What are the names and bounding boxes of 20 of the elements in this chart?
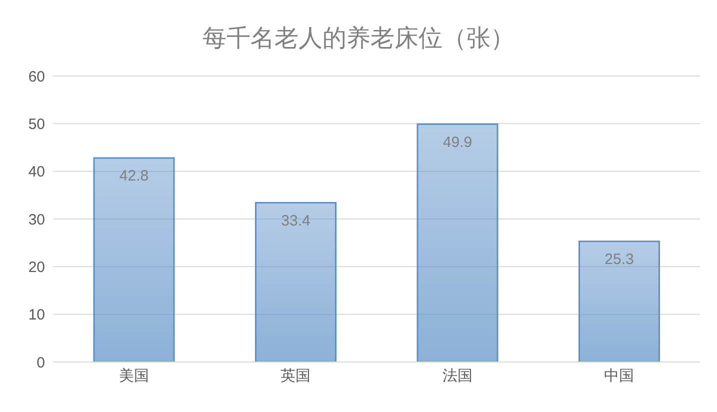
bar [416,123,498,362]
x-tick-label: 美国 [118,368,149,385]
y-tick-label: 10 [28,306,45,324]
data-label: 33.4 [281,212,310,230]
x-tick-label: 中国 [604,368,634,385]
y-tick-label: 40 [28,164,45,181]
bar [255,202,336,362]
chart-title: 每千名老人的养老床位（张） [202,24,516,54]
data-label: 25.3 [604,251,634,268]
bar [578,240,660,362]
y-tick-label: 30 [28,211,45,228]
y-tick-label: 20 [28,258,45,276]
data-label: 42.8 [119,168,149,185]
data-label: 49.9 [442,134,472,151]
y-tick-label: 50 [28,116,45,133]
y-tick-label: 0 [36,354,45,372]
x-tick-label: 法国 [442,368,472,385]
y-tick-label: 60 [28,68,45,86]
bar [93,157,175,362]
x-tick-label: 英国 [280,368,311,385]
